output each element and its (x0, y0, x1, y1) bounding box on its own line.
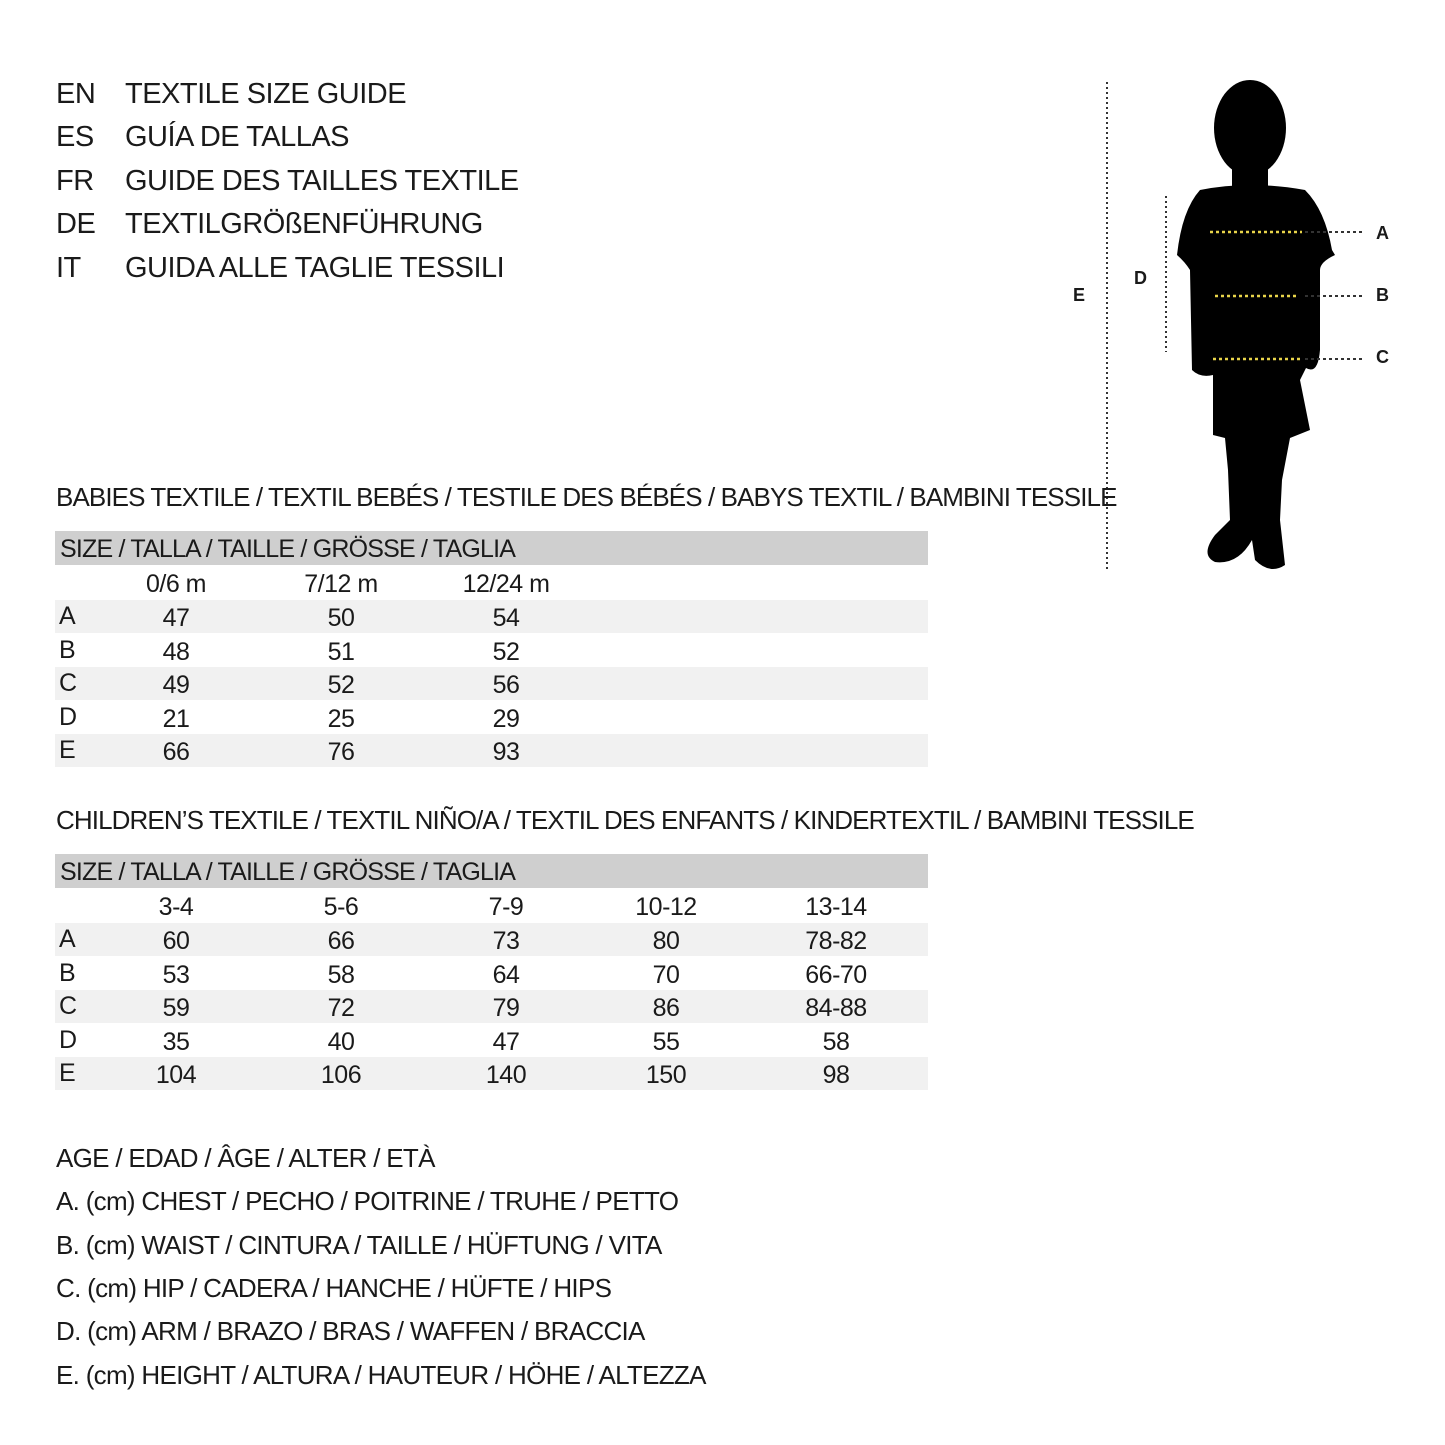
table-cell: 54 (492, 604, 520, 632)
table-cell: 52 (327, 671, 355, 700)
table-cell: 80 (652, 927, 680, 955)
row-label: C (59, 992, 78, 1021)
table-row: B 53 58 64 70 66-70 (55, 957, 928, 990)
table-row: C 59 72 79 86 84-88 (55, 990, 928, 1024)
table-cell: 47 (162, 604, 190, 632)
size-header-label: SIZE / TALLA / TAILLE / GRÖSSE / TAGLIA (60, 535, 516, 563)
title-fr: GUIDE DES TAILLES TEXTILE (125, 165, 519, 197)
row-label: E (59, 1059, 76, 1088)
babies-column-headers: 0/6 m 7/12 m 12/24 m (55, 566, 928, 599)
table-cell: 106 (320, 1061, 362, 1090)
table-cell: 25 (327, 704, 355, 733)
table-cell: 64 (492, 960, 520, 989)
table-cell: 35 (162, 1027, 190, 1056)
children-size-header: SIZE / TALLA / TAILLE / GRÖSSE / TAGLIA (55, 854, 928, 888)
table-cell: 73 (492, 927, 520, 955)
title-en: TEXTILE SIZE GUIDE (125, 78, 407, 110)
figure-label-e: E (1073, 285, 1086, 305)
table-cell: 86 (652, 994, 680, 1023)
table-cell: 66-70 (805, 960, 867, 989)
table-cell: 98 (822, 1061, 850, 1090)
row-label: D (59, 702, 78, 731)
lang-code-es: ES (56, 121, 94, 153)
row-label: C (59, 669, 78, 698)
figure-label-b: B (1376, 285, 1389, 305)
legend-age: AGE / EDAD / ÂGE / ALTER / ETÀ (56, 1143, 435, 1173)
column-header: 12/24 m (462, 570, 550, 598)
legend-height: E. (cm) HEIGHT / ALTURA / HAUTEUR / HÖHE… (56, 1360, 706, 1390)
row-label: A (59, 602, 76, 630)
table-cell: 51 (327, 637, 355, 666)
column-header: 0/6 m (145, 570, 207, 598)
lang-code-de: DE (56, 208, 96, 240)
lang-code-it: IT (56, 252, 81, 284)
table-cell: 76 (327, 738, 355, 767)
child-silhouette-icon (1106, 80, 1362, 570)
row-label: B (59, 958, 76, 987)
table-cell: 50 (327, 604, 355, 632)
table-cell: 140 (485, 1061, 527, 1090)
table-row: C 49 52 56 (55, 667, 928, 701)
table-cell: 150 (645, 1061, 687, 1090)
table-cell: 72 (327, 994, 355, 1023)
legend-hip: C. (cm) HIP / CADERA / HANCHE / HÜFTE / … (56, 1273, 612, 1303)
row-label: D (59, 1025, 78, 1054)
lang-code-en: EN (56, 78, 96, 110)
table-cell: 47 (492, 1027, 520, 1056)
table-cell: 59 (162, 994, 190, 1023)
figure-label-d: D (1134, 268, 1147, 288)
column-header: 3-4 (158, 893, 194, 921)
size-header-label: SIZE / TALLA / TAILLE / GRÖSSE / TAGLIA (60, 858, 516, 886)
table-cell: 104 (155, 1061, 197, 1090)
table-row: A 60 66 73 80 78-82 (55, 923, 928, 956)
babies-size-header: SIZE / TALLA / TAILLE / GRÖSSE / TAGLIA (55, 531, 928, 565)
table-row: D 35 40 47 55 58 (55, 1024, 928, 1057)
row-label: B (59, 635, 76, 664)
table-cell: 49 (162, 671, 190, 700)
children-section-title: CHILDREN’S TEXTILE / TEXTIL NIÑO/A / TEX… (56, 805, 1195, 835)
table-row: D 21 25 29 (55, 701, 928, 734)
title-it: GUIDA ALLE TAGLIE TESSILI (125, 252, 505, 284)
babies-section-title: BABIES TEXTILE / TEXTIL BEBÉS / TESTILE … (56, 482, 1117, 512)
table-cell: 40 (327, 1027, 355, 1056)
table-row: B 48 51 52 (55, 634, 928, 667)
table-cell: 66 (327, 927, 355, 955)
table-cell: 21 (162, 704, 190, 733)
children-column-headers: 3-4 5-6 7-9 10-12 13-14 (55, 889, 928, 922)
table-cell: 48 (162, 637, 190, 666)
table-row: E 104 106 140 150 98 (55, 1057, 928, 1091)
table-cell: 55 (652, 1027, 680, 1056)
column-header: 5-6 (323, 893, 359, 921)
table-row: E 66 76 93 (55, 734, 928, 768)
column-header: 13-14 (805, 893, 867, 921)
lang-code-fr: FR (56, 165, 94, 197)
legend-chest: A. (cm) CHEST / PECHO / POITRINE / TRUHE… (56, 1186, 679, 1216)
table-row: A 47 50 54 (55, 600, 928, 633)
column-header: 7/12 m (304, 570, 378, 598)
legend-arm: D. (cm) ARM / BRAZO / BRAS / WAFFEN / BR… (56, 1316, 645, 1346)
table-cell: 58 (327, 960, 355, 989)
title-de: TEXTILGRÖßENFÜHRUNG (125, 208, 483, 240)
row-label: A (59, 925, 76, 953)
table-cell: 29 (492, 704, 520, 733)
table-cell: 53 (162, 960, 190, 989)
table-cell: 58 (822, 1027, 850, 1056)
title-es: GUÍA DE TALLAS (125, 121, 350, 153)
table-cell: 79 (492, 994, 520, 1023)
table-cell: 70 (652, 960, 680, 989)
column-header: 7-9 (488, 893, 524, 921)
figure-label-c: C (1376, 347, 1389, 367)
table-cell: 60 (162, 927, 190, 955)
table-cell: 56 (492, 671, 520, 700)
table-cell: 52 (492, 637, 520, 666)
legend-waist: B. (cm) WAIST / CINTURA / TAILLE / HÜFTU… (56, 1230, 662, 1260)
table-cell: 78-82 (805, 927, 867, 955)
table-cell: 84-88 (805, 994, 867, 1023)
column-header: 10-12 (635, 893, 697, 921)
row-label: E (59, 736, 76, 765)
table-cell: 66 (162, 738, 190, 767)
table-cell: 93 (492, 738, 520, 767)
figure-label-a: A (1376, 223, 1389, 243)
